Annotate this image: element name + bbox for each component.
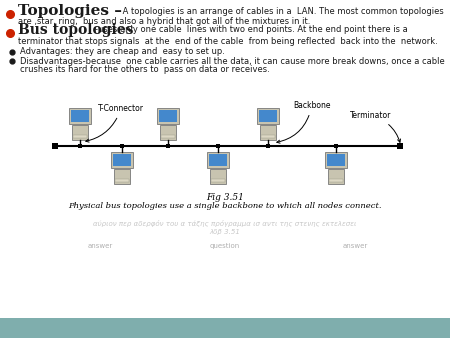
Text: Terminator: Terminator: [350, 111, 400, 142]
Text: Fig 3.51: Fig 3.51: [206, 193, 244, 202]
FancyBboxPatch shape: [162, 135, 175, 138]
Text: question: question: [210, 243, 240, 249]
FancyBboxPatch shape: [329, 179, 342, 182]
Text: are ,star, ring,  bus and also a hybrid that got all of the mixtures in it.: are ,star, ring, bus and also a hybrid t…: [18, 18, 310, 26]
Text: T-Connector: T-Connector: [86, 104, 144, 142]
Text: Backbone: Backbone: [277, 101, 330, 143]
Bar: [0, 318, 450, 338]
Text: answer: answer: [342, 243, 368, 249]
Text: Bus topologies: Bus topologies: [18, 23, 134, 37]
Text: αύριον περ αδερφόν του α τάξης πρόγραμμα ισ αντι της στενης εκτελεσει: αύριον περ αδερφόν του α τάξης πρόγραμμα…: [93, 220, 357, 227]
FancyBboxPatch shape: [212, 179, 225, 182]
FancyBboxPatch shape: [69, 108, 90, 124]
FancyBboxPatch shape: [325, 152, 346, 168]
FancyBboxPatch shape: [73, 135, 86, 138]
FancyBboxPatch shape: [257, 108, 279, 124]
FancyBboxPatch shape: [328, 169, 344, 184]
Text: -uses only one cable  lines with two end points. At the end point there is a: -uses only one cable lines with two end …: [95, 25, 408, 34]
FancyBboxPatch shape: [158, 108, 179, 124]
FancyBboxPatch shape: [160, 125, 176, 140]
FancyBboxPatch shape: [72, 110, 89, 122]
FancyBboxPatch shape: [207, 152, 229, 168]
FancyBboxPatch shape: [209, 154, 227, 166]
FancyBboxPatch shape: [114, 169, 130, 184]
FancyBboxPatch shape: [210, 169, 226, 184]
FancyBboxPatch shape: [261, 135, 274, 138]
Text: crushes its hard for the others to  pass on data or receives.: crushes its hard for the others to pass …: [20, 66, 270, 74]
FancyBboxPatch shape: [328, 154, 345, 166]
Text: Topologies –: Topologies –: [18, 4, 122, 18]
Text: Physical bus topologies use a single backbone to which all nodes connect.: Physical bus topologies use a single bac…: [68, 202, 382, 210]
FancyBboxPatch shape: [72, 125, 88, 140]
FancyBboxPatch shape: [260, 125, 276, 140]
FancyBboxPatch shape: [116, 179, 129, 182]
Text: Advantages: they are cheap and  easy to set up.: Advantages: they are cheap and easy to s…: [20, 48, 225, 56]
FancyBboxPatch shape: [159, 110, 176, 122]
Text: A topologies is an arrange of cables in a  LAN. The most common topologies: A topologies is an arrange of cables in …: [120, 6, 444, 16]
Text: answer: answer: [87, 243, 112, 249]
Text: terminator that stops signals  at the  end of the cable  from being reflected  b: terminator that stops signals at the end…: [18, 37, 438, 46]
FancyBboxPatch shape: [259, 110, 277, 122]
Text: Disadvantages-because  one cable carries all the data, it can cause more break d: Disadvantages-because one cable carries …: [20, 56, 445, 66]
FancyBboxPatch shape: [113, 154, 130, 166]
Text: λδβ 3.51: λδβ 3.51: [210, 229, 240, 235]
FancyBboxPatch shape: [111, 152, 133, 168]
